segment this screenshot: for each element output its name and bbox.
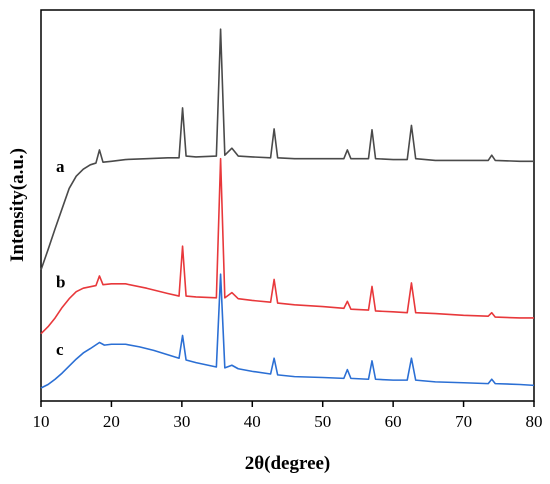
x-axis-title: 2θ(degree) <box>245 453 331 474</box>
x-tick-label: 80 <box>526 412 543 431</box>
series-line-a <box>40 28 534 271</box>
series-line-b <box>40 157 534 335</box>
x-tick-label: 40 <box>244 412 261 431</box>
x-tick-label: 30 <box>173 412 190 431</box>
series-line-c <box>40 273 535 389</box>
x-tick-label: 60 <box>385 412 402 431</box>
x-tick-label: 50 <box>314 412 331 431</box>
x-tick-label: 10 <box>33 412 50 431</box>
x-axis-ticks: 10 20 30 40 50 60 70 80 <box>33 401 543 431</box>
curve-label-b: b <box>56 273 65 292</box>
curve-labels: a b c <box>56 157 65 359</box>
curve-label-a: a <box>56 157 65 176</box>
x-tick-label: 70 <box>455 412 472 431</box>
x-tick-label: 20 <box>103 412 120 431</box>
y-axis-title: Intensity(a.u.) <box>7 148 28 262</box>
series-layer <box>40 28 535 389</box>
curve-label-c: c <box>56 340 64 359</box>
plot-frame <box>40 9 535 402</box>
